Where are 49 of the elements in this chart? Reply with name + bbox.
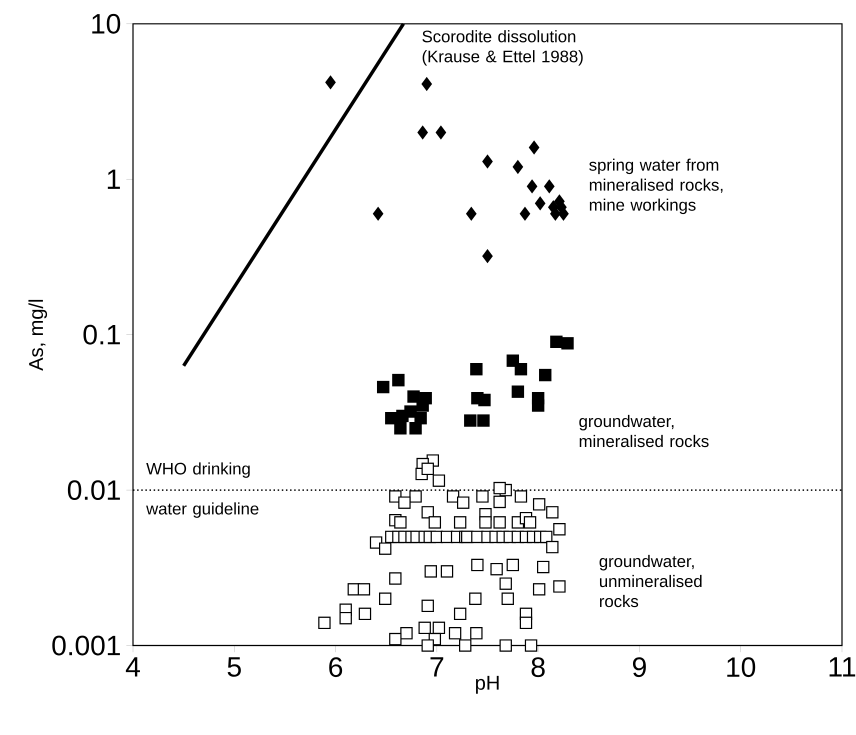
point [512,160,524,174]
point [482,154,493,168]
point [376,380,390,394]
point [372,206,384,220]
y-tick-label: 0.001 [52,636,120,656]
point [414,412,427,424]
x-tick-label: 9 [632,657,646,678]
point [550,336,563,348]
point [539,368,552,382]
annotation: groundwater, mineralised rocks [579,414,709,448]
x-tick-label: 11 [830,657,856,677]
point [526,180,538,194]
annotation: groundwater, unmineralised rocks [600,554,702,608]
x-tick-label: 10 [727,657,756,678]
point [514,362,528,376]
point [464,414,476,427]
point [466,206,476,220]
x-tick-label: 4 [126,657,140,677]
point [532,399,544,412]
point [544,180,554,194]
point [512,385,524,398]
point [436,126,446,140]
point [417,126,428,140]
point [477,414,490,427]
y-axis-title: As, mg/l [28,300,48,371]
point [520,206,530,220]
point [394,422,407,434]
point [422,77,432,91]
point [325,76,336,90]
y-tick-label: 10 [92,14,120,34]
x-tick-label: 5 [228,657,241,677]
x-axis-title: pH [476,676,499,694]
annotation: spring water from mineralised rocks, mine workings [589,158,722,214]
text: WHO drinking water guideline [146,462,258,518]
point [404,405,417,418]
point [528,140,540,154]
point [534,196,546,210]
y-tick-label: 0.1 [83,324,120,345]
annotation: Scorodite dissolution (Krause & Ettel 1988) [422,30,583,66]
point [478,394,491,406]
y-tick-label: 0.01 [68,480,120,500]
x-tick-label: 6 [329,657,342,678]
point [470,362,483,376]
point [392,374,405,386]
y-tick-label: 1 [108,170,120,189]
point [482,249,493,263]
point [561,337,574,350]
x-tick-label: 8 [532,657,545,678]
x-tick-label: 7 [430,657,444,677]
